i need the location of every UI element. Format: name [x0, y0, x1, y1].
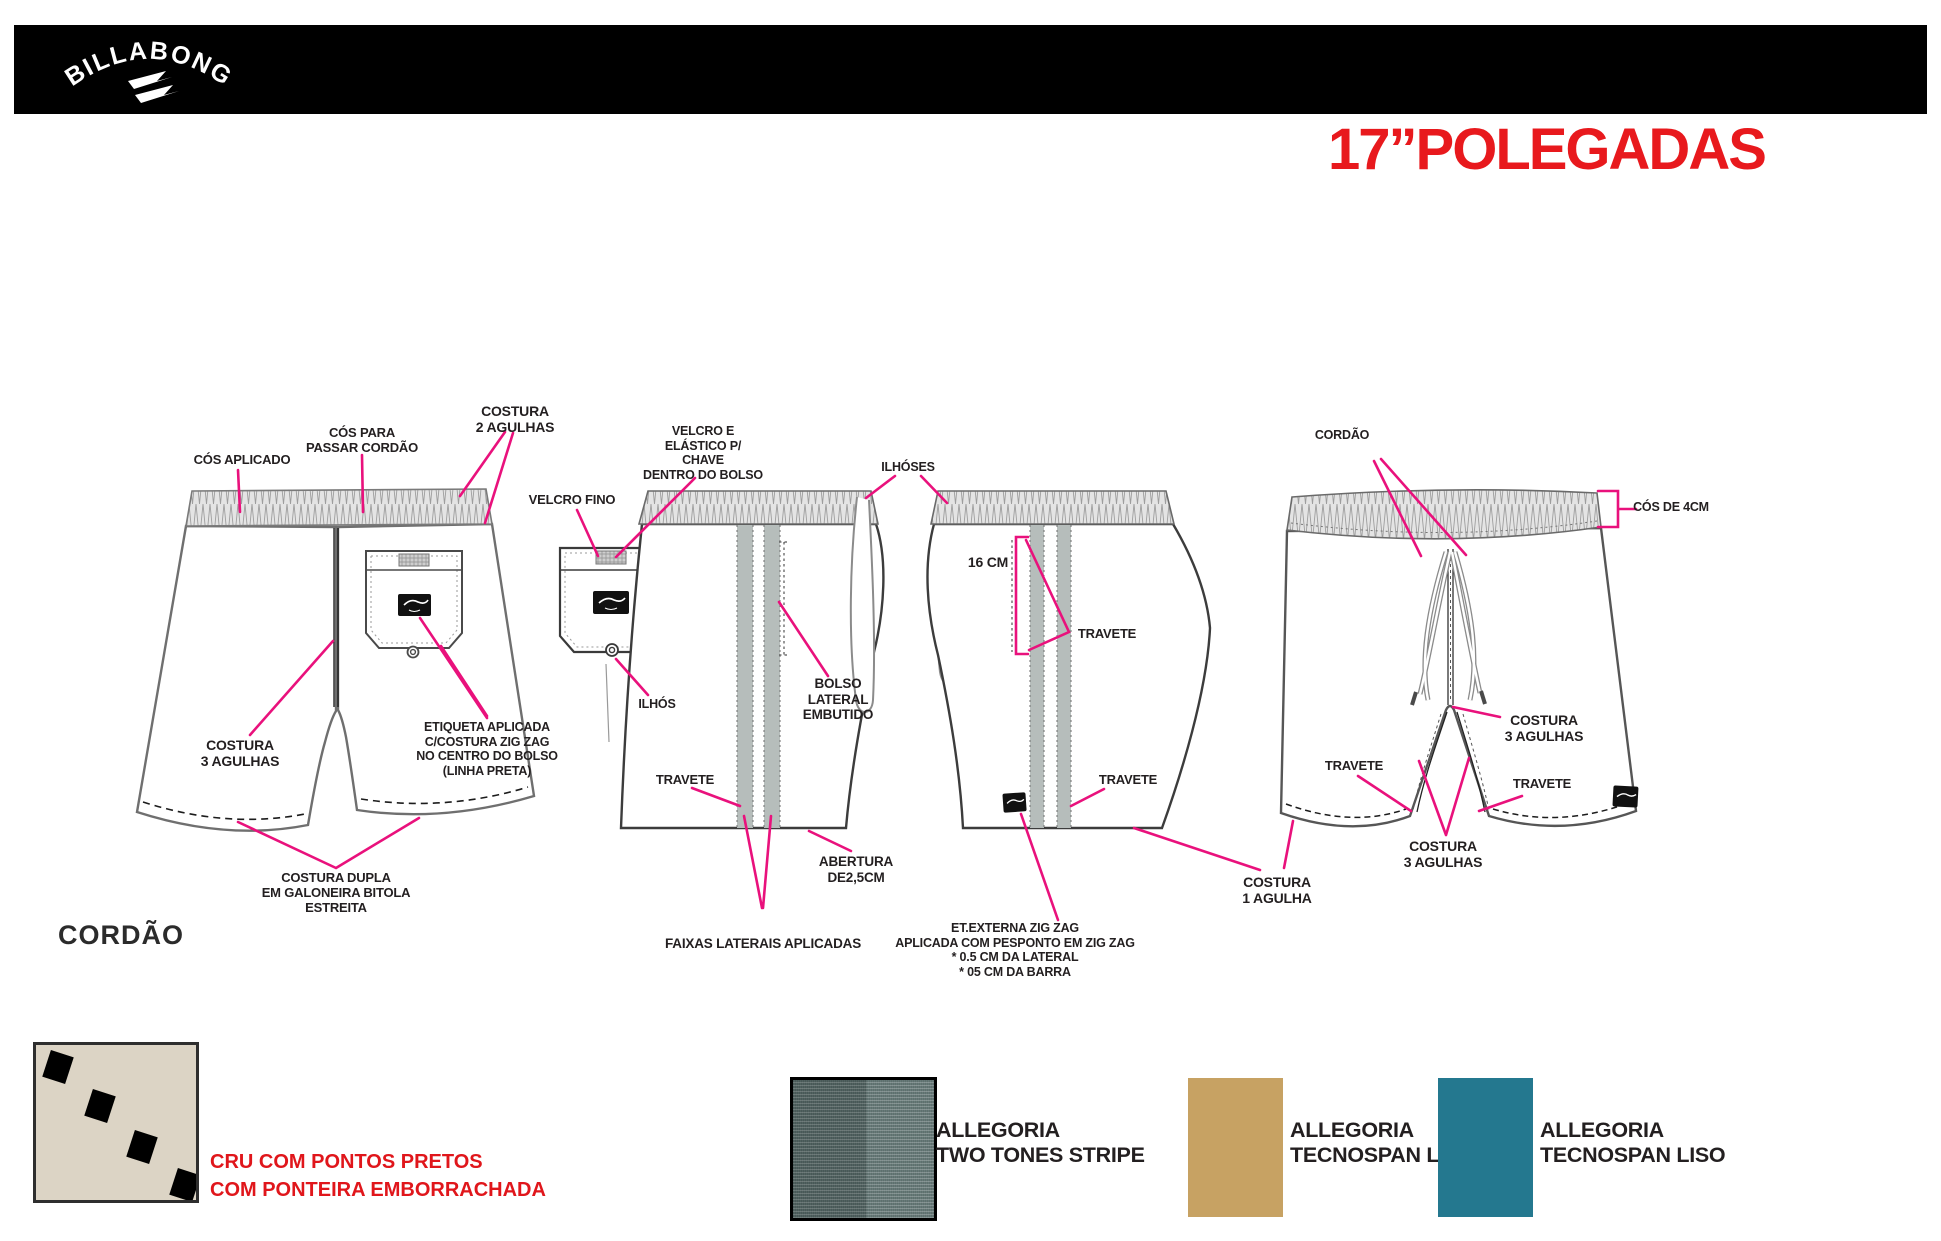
label-costura-dupla-galoneira: COSTURA DUPLA EM GALONEIRA BITOLA ESTREI…	[261, 870, 411, 916]
side-logo-patch	[1002, 792, 1027, 813]
label-travete-frente-dir: TRAVETE	[1512, 776, 1572, 791]
fabric-label-lagoom: ALLEGORIA TECNOSPAN LISO LAGOOM (FAIXA 1…	[1540, 1094, 1726, 1241]
label-etiqueta-aplicada: ETIQUETA APLICADA C/COSTURA ZIG ZAG NO C…	[416, 720, 558, 778]
label-bolso-lateral-embutido: BOLSO LATERAL EMBUTIDO	[802, 676, 874, 723]
detail-logo-patch	[593, 591, 629, 614]
side-stripe	[1030, 525, 1044, 828]
shorts-front-view	[1279, 489, 1639, 828]
pocket-opening-stitch	[779, 541, 789, 656]
fly-stitching	[1412, 549, 1490, 813]
label-medida-16cm: 16 CM	[967, 554, 1009, 570]
fabric-swatch-oceano	[790, 1077, 937, 1221]
front-logo-patch	[1612, 785, 1639, 808]
detail-eyelet	[605, 643, 619, 657]
fabric-label-oceano: ALLEGORIA TWO TONES STRIPE OCEANO (CORPO…	[936, 1094, 1145, 1241]
label-costura-3-agulhas-gancho: COSTURA 3 AGULHAS	[1504, 712, 1584, 745]
billabong-wave-icon	[128, 71, 179, 103]
cord-note-line2: COM PONTEIRA EMBORRACHADA	[210, 1179, 546, 1201]
shorts-side-view-1	[619, 490, 959, 830]
label-velcro-e-elastico: VELCRO E ELÁSTICO P/ CHAVE DENTRO DO BOL…	[643, 424, 763, 482]
cord-pattern	[42, 1049, 201, 1203]
label-abertura-2-5cm: ABERTURA DE2,5CM	[818, 854, 894, 885]
fabric-color-name: LAGOOM	[1540, 1238, 1725, 1241]
leader-lines	[236, 430, 1638, 922]
fabric-color-name: OCEANO	[936, 1238, 1145, 1241]
label-costura-3-agulhas-entrepernas: COSTURA 3 AGULHAS	[1403, 838, 1483, 871]
billabong-logo: BILLABONG	[60, 37, 236, 103]
label-costura-3-agulhas-costas: COSTURA 3 AGULHAS	[200, 737, 280, 770]
label-cos-aplicado: CÓS APLICADO	[193, 452, 291, 467]
cord-note: CRU COM PONTOS PRETOS COM PONTEIRA EMBOR…	[210, 1148, 546, 1204]
label-ilhos: ILHÓS	[638, 697, 676, 711]
shorts-back-view	[135, 488, 536, 832]
label-travete-frente-esq: TRAVETE	[1324, 758, 1384, 773]
front-drawstring-highlight	[1418, 551, 1482, 701]
fabric-swatch-areia	[1188, 1078, 1283, 1217]
pocket-logo-patch	[398, 594, 431, 616]
label-faixas-laterais-aplicadas: FAIXAS LATERAIS APLICADAS	[664, 936, 862, 951]
label-ilhoses: ILHÓSES	[881, 460, 935, 474]
shorts-side-view-2	[926, 490, 1212, 830]
bracket-cos-4cm	[1596, 489, 1638, 529]
fabric-swatch-lagoom	[1438, 1078, 1533, 1217]
pocket-eyelet	[406, 645, 420, 659]
label-et-externa-zigzag: ET.EXTERNA ZIG ZAG APLICADA COM PESPONTO…	[895, 921, 1135, 979]
back-pocket	[365, 550, 463, 659]
cord-note-line1: CRU COM PONTOS PRETOS	[210, 1151, 483, 1173]
label-costura-2-agulhas: COSTURA 2 AGULHAS	[475, 403, 555, 436]
label-costura-1-agulha: COSTURA 1 AGULHA	[1242, 874, 1312, 907]
bracket-16cm	[1014, 535, 1030, 656]
fabric-color-name: AREIA	[1290, 1238, 1475, 1241]
pocket-velcro-strip	[398, 553, 430, 567]
side-stripe	[764, 525, 780, 828]
cordao-section-title: CORDÃO	[58, 920, 184, 950]
label-cos-de-4cm: CÓS DE 4CM	[1633, 500, 1709, 514]
label-cos-para-passar-cordao: CÓS PARA PASSAR CORDÃO	[305, 425, 419, 456]
label-travete-faixa: TRAVETE	[655, 772, 715, 787]
label-velcro-fino: VELCRO FINO	[528, 492, 616, 507]
header-bar: BILLABONG	[14, 25, 1927, 114]
cord-aglets	[1410, 690, 1487, 706]
label-travete-v3-superior: TRAVETE	[1077, 626, 1137, 641]
fabric-name: ALLEGORIA TWO TONES STRIPE	[936, 1118, 1145, 1167]
label-travete-v3-inferior: TRAVETE	[1098, 772, 1158, 787]
label-cordao-frente: CORDÃO	[1314, 428, 1370, 442]
side-stripe	[1057, 525, 1071, 828]
page-title: 17”POLEGADAS	[1328, 117, 1767, 182]
fabric-name: ALLEGORIA TECNOSPAN LISO	[1540, 1118, 1726, 1167]
cord-swatch	[33, 1042, 201, 1203]
side-stripe	[737, 525, 753, 828]
